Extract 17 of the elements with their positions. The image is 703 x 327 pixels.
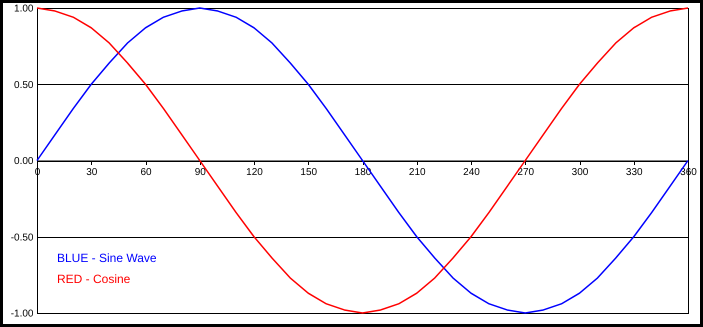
y-tick-label: 0.50 [14, 80, 34, 91]
x-tick-label: 120 [246, 167, 264, 178]
y-tick-label: -0.50 [10, 232, 34, 244]
text: RED - Cosine [57, 272, 131, 286]
x-tick-label: 330 [626, 167, 644, 178]
y-tick-label: -1.00 [10, 308, 34, 320]
text: BLUE - Sine Wave [57, 251, 157, 265]
x-tick-label: 90 [194, 167, 206, 178]
x-tick-label: 240 [463, 167, 480, 178]
y-tick-label: 0.00 [14, 156, 34, 167]
y-tick-label: 1.00 [14, 4, 34, 14]
x-tick-label: 30 [86, 167, 98, 178]
x-tick-label: 150 [300, 167, 318, 178]
x-tick-label: 210 [408, 167, 426, 178]
x-tick-label: 60 [140, 167, 152, 178]
x-tick-label: 270 [517, 167, 535, 178]
x-tick-label: 300 [572, 167, 589, 178]
